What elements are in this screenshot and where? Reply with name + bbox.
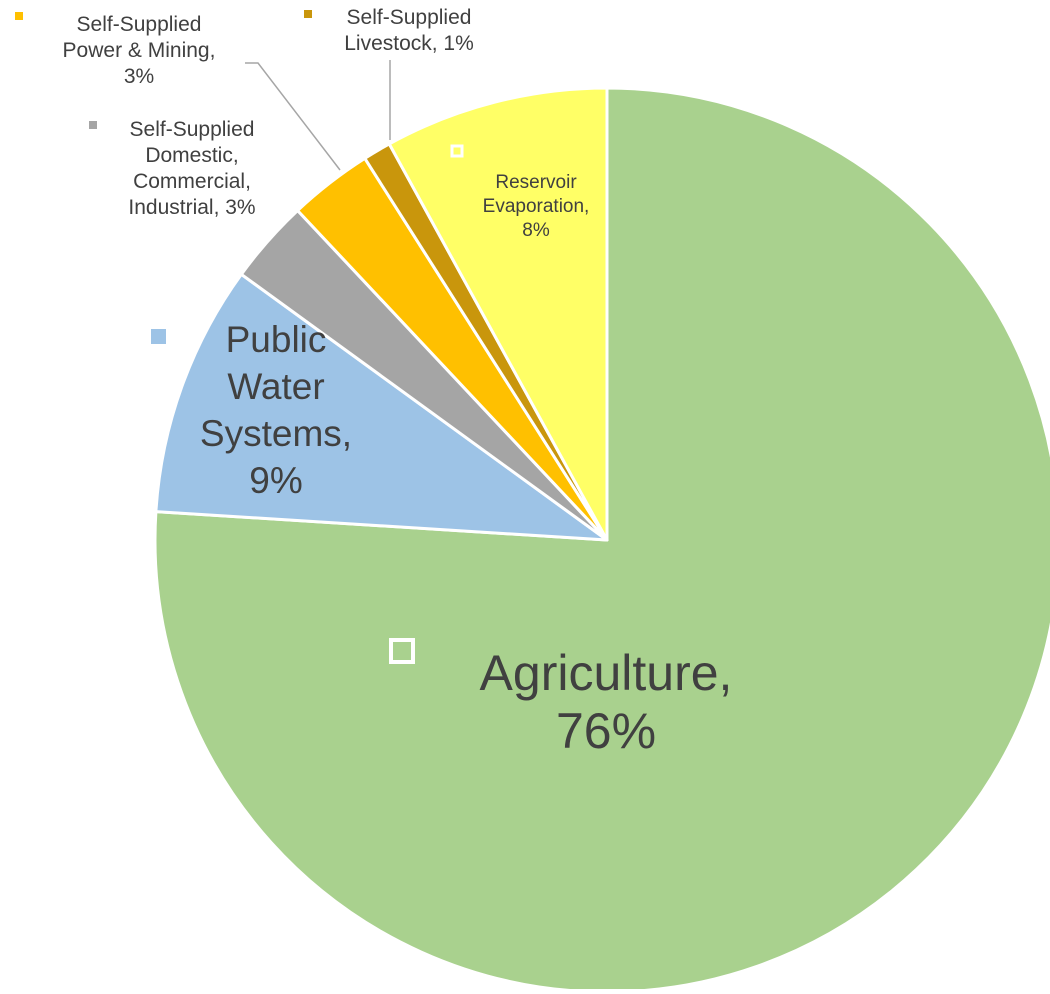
pie-slice-public-water-systems — [154, 272, 609, 542]
data-label-line: 9% — [249, 460, 302, 501]
data-label-line: Commercial, — [133, 170, 251, 193]
data-label-line: Livestock, 1% — [344, 32, 474, 55]
data-label-self-supplied-domestic-commercial-industrial: Self-Supplied Domestic, Commercial, Industr… — [128, 118, 255, 219]
slices-layer — [153, 86, 1050, 994]
leader-lines-layer — [245, 60, 391, 171]
data-label-line: Systems, — [200, 413, 352, 454]
data-label-agriculture: Agriculture, 76% — [480, 645, 733, 759]
labels-layer: Agriculture, 76% Public Water Systems, 9% Self… — [15, 6, 732, 759]
data-label-line: Reservoir — [495, 172, 577, 193]
data-label-line: Water — [227, 366, 324, 407]
data-label-self-supplied-power-and-mining: Self-Supplied Power & Mining, 3% — [63, 13, 216, 88]
leader-line-self-supplied-power-and-mining — [245, 62, 341, 171]
data-label-line: Power & Mining, — [63, 39, 216, 62]
data-label-line: Self-Supplied — [347, 6, 472, 29]
data-label-line: Evaporation, — [483, 196, 590, 217]
data-label-reservoir-evaporation: Reservoir Evaporation, 8% — [483, 172, 590, 241]
data-label-public-water-systems: Public Water Systems, 9% — [200, 319, 352, 501]
data-label-line: Industrial, 3% — [128, 196, 255, 219]
data-label-line: Self-Supplied — [77, 13, 202, 36]
data-label-self-supplied-livestock: Self-Supplied Livestock, 1% — [344, 6, 474, 55]
legend-key-public-water-systems — [151, 329, 166, 344]
data-label-line: 8% — [522, 220, 550, 241]
data-label-line: Domestic, — [145, 144, 238, 167]
data-label-line: Self-Supplied — [130, 118, 255, 141]
legend-key-self-supplied-domestic-commercial-industrial — [89, 121, 97, 129]
pie-slice-reservoir-evaporation — [387, 86, 609, 542]
data-label-line: 3% — [124, 65, 154, 88]
data-label-line: 76% — [556, 703, 656, 759]
legend-key-agriculture — [389, 638, 415, 664]
data-label-line: Agriculture, — [480, 645, 733, 701]
legend-key-self-supplied-livestock — [304, 10, 312, 18]
data-label-line: Public — [226, 319, 327, 360]
legend-key-self-supplied-power-and-mining — [15, 12, 23, 20]
legend-key-reservoir-evaporation — [450, 144, 464, 158]
